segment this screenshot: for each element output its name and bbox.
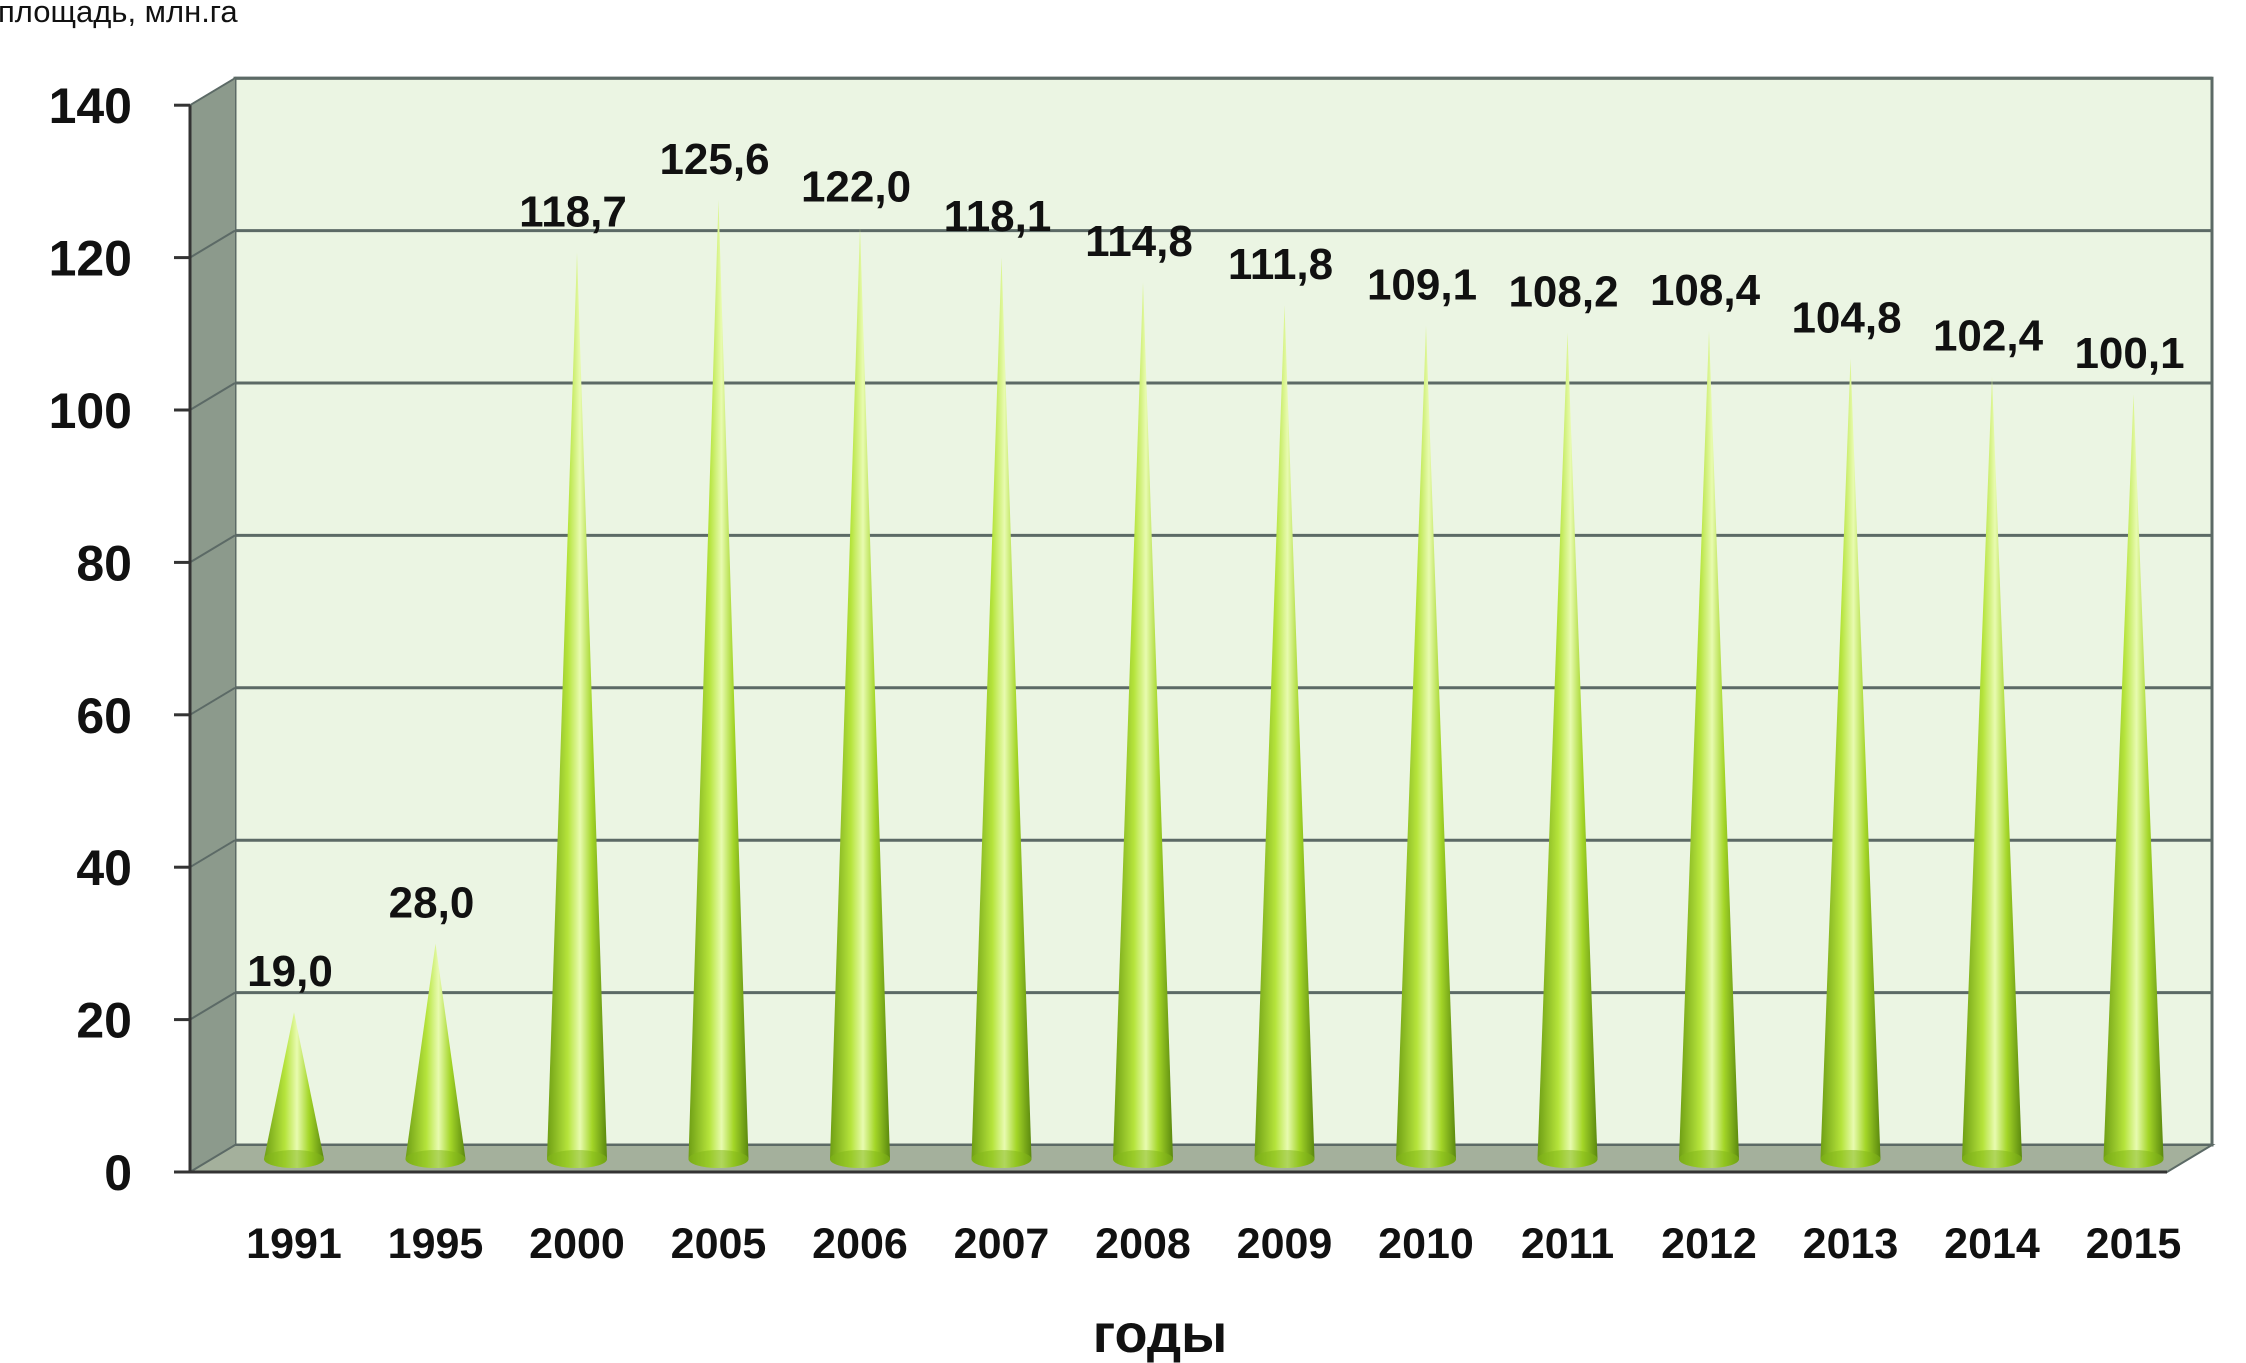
bar-base xyxy=(830,1150,890,1168)
bar-2006 xyxy=(830,227,890,1169)
bar-base xyxy=(547,1150,607,1168)
bar-cone xyxy=(1396,325,1456,1169)
bar-2014 xyxy=(1962,376,2022,1168)
bar-2007 xyxy=(971,257,1032,1169)
back-wall xyxy=(233,76,2214,1147)
gridline-side xyxy=(189,229,236,259)
data-label: 111,8 xyxy=(1228,240,1333,289)
bar-base xyxy=(2103,1150,2164,1168)
gridline-side xyxy=(189,382,236,411)
bar-2009 xyxy=(1254,305,1315,1169)
bar-base xyxy=(1396,1150,1456,1168)
x-tick-label: 2013 xyxy=(1803,1220,1899,1268)
data-label: 100,1 xyxy=(2074,329,2184,378)
x-tick-label: 1995 xyxy=(388,1220,484,1268)
bar-cone xyxy=(830,227,890,1169)
data-label: 109,1 xyxy=(1367,261,1477,310)
data-label: 108,2 xyxy=(1508,268,1618,317)
y-tick-label: 140 xyxy=(49,78,132,134)
value-labels: 19,0 28,0 118,7 125,6 122,0 118,1 114,8 111,8 10… xyxy=(247,135,2184,996)
y-tick-label: 80 xyxy=(76,535,132,591)
bar-1995 xyxy=(405,943,466,1169)
bar-cone xyxy=(1537,332,1598,1169)
bar-2010 xyxy=(1396,325,1456,1169)
plot-area xyxy=(186,76,2216,1173)
y-axis-label: площадь, млн.га xyxy=(0,0,238,29)
x-axis-label: годы xyxy=(1093,1304,1227,1363)
floor xyxy=(186,1144,2216,1173)
bar-2015 xyxy=(2103,394,2164,1169)
y-tick-label: 40 xyxy=(76,840,132,896)
gridline-side xyxy=(189,839,236,869)
bar-base xyxy=(1113,1150,1173,1168)
x-tick-label: 2015 xyxy=(2086,1220,2182,1268)
data-label: 122,0 xyxy=(801,162,911,211)
x-tick-label: 1991 xyxy=(246,1220,342,1268)
x-tick-label: 2009 xyxy=(1237,1220,1333,1268)
bar-cone xyxy=(405,943,466,1169)
data-label: 125,6 xyxy=(659,135,769,184)
bar-base xyxy=(1254,1150,1315,1168)
x-tick-label: 2005 xyxy=(671,1220,767,1268)
bar-base xyxy=(1537,1150,1598,1168)
data-label: 118,7 xyxy=(519,188,627,237)
x-tick-label: 2014 xyxy=(1944,1220,2040,1268)
bar-cone xyxy=(1962,376,2022,1168)
data-label: 28,0 xyxy=(389,879,475,928)
bar-2012 xyxy=(1679,330,1739,1168)
bar-1991 xyxy=(264,1012,324,1168)
x-tick-label: 2008 xyxy=(1095,1220,1191,1268)
y-tick-label: 60 xyxy=(76,688,132,744)
bar-cone xyxy=(1679,330,1739,1168)
bar-cone xyxy=(264,1012,324,1168)
data-label: 114,8 xyxy=(1085,217,1193,266)
gridline-side xyxy=(189,686,236,716)
bar-base xyxy=(688,1150,749,1168)
bar-cone xyxy=(971,257,1032,1169)
bar-base xyxy=(971,1150,1032,1168)
data-label: 19,0 xyxy=(247,947,333,996)
data-label: 118,1 xyxy=(944,192,1052,241)
gridline-side xyxy=(189,77,236,107)
bar-base xyxy=(264,1150,324,1168)
axis-ticks: 0 20 40 60 80 100 120 140 1991 1995 2000 2005 2006 20… xyxy=(49,78,2182,1268)
bar-2005 xyxy=(688,199,749,1169)
gridline-side xyxy=(189,991,236,1021)
y-tick-label: 20 xyxy=(76,993,132,1049)
bar-cone xyxy=(2103,394,2164,1169)
bars xyxy=(264,199,2164,1169)
bar-cone xyxy=(1820,358,1881,1169)
bar-cone xyxy=(1113,282,1173,1168)
bar-base xyxy=(1962,1150,2022,1168)
bar-base xyxy=(1820,1150,1881,1168)
bar-2011 xyxy=(1537,332,1598,1169)
y-tick-label: 0 xyxy=(104,1145,132,1201)
data-label: 102,4 xyxy=(1933,312,2044,361)
x-tick-label: 2007 xyxy=(954,1220,1050,1268)
x-tick-label: 2010 xyxy=(1378,1220,1474,1268)
x-tick-label: 2000 xyxy=(529,1220,625,1268)
bar-cone xyxy=(688,199,749,1169)
bar-cone xyxy=(1254,305,1315,1169)
x-tick-label: 2012 xyxy=(1661,1220,1757,1268)
bar-2013 xyxy=(1820,358,1881,1169)
bar-2000 xyxy=(547,252,607,1169)
bar-base xyxy=(1679,1150,1739,1168)
bar-cone xyxy=(547,252,607,1169)
bar-2008 xyxy=(1113,282,1173,1168)
y-tick-label: 100 xyxy=(49,383,132,439)
data-label: 104,8 xyxy=(1791,293,1901,342)
y-tick-label: 120 xyxy=(49,231,132,287)
data-label: 108,4 xyxy=(1650,266,1761,315)
bar-base xyxy=(405,1150,466,1168)
x-tick-label: 2011 xyxy=(1521,1220,1614,1268)
x-tick-label: 2006 xyxy=(812,1220,908,1268)
gridline-side xyxy=(189,534,236,564)
side-wall xyxy=(190,78,235,1173)
